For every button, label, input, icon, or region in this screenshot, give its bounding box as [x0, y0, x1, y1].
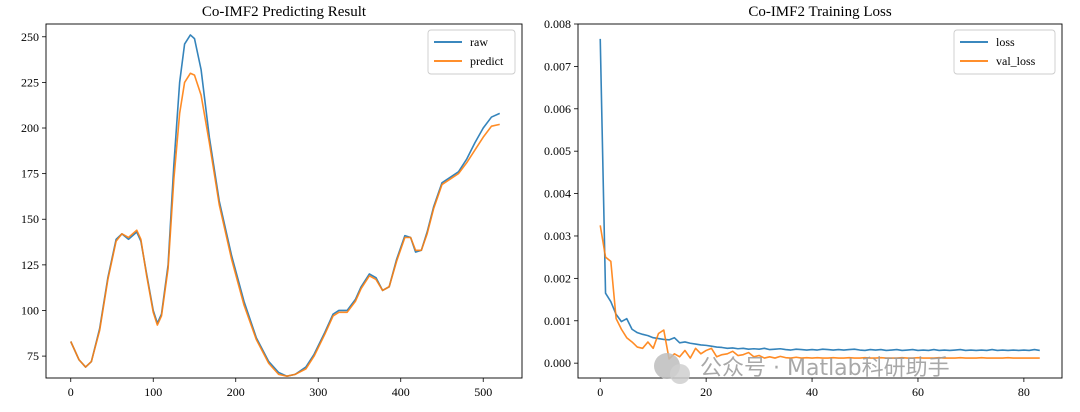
- chart-1: Co-IMF2 Training Loss 0 20 40 60 80 0.000 0.001…: [544, 4, 1063, 399]
- y-tick-label: 0.001: [544, 314, 571, 328]
- y-tick-label: 75: [27, 349, 39, 363]
- y-tick-label: 0.000: [544, 356, 571, 370]
- wechat-icon-bubble: [670, 364, 690, 384]
- chart-title: Co-IMF2 Predicting Result: [202, 4, 367, 20]
- y-tick-label: 175: [21, 167, 39, 181]
- chart-0: Co-IMF2 Predicting Result 0 100 200 300 400 50…: [21, 4, 523, 399]
- y-tick-label: 200: [21, 121, 39, 135]
- x-tick-label: 500: [474, 385, 492, 399]
- series-line-loss: [599, 38, 1040, 352]
- y-tick-label: 0.004: [544, 187, 571, 201]
- legend-label-raw: raw: [470, 35, 488, 49]
- y-tick-label: 125: [21, 258, 39, 272]
- legend: raw predict: [427, 29, 516, 75]
- x-tick-label: 40: [806, 385, 818, 399]
- x-tick-label: 0: [68, 385, 74, 399]
- x-tick-label: 80: [1018, 385, 1030, 399]
- y-tick-label: 250: [21, 30, 39, 44]
- y-tick-label: 0.003: [544, 229, 571, 243]
- chart-title: Co-IMF2 Training Loss: [748, 4, 892, 20]
- x-tick-label: 60: [912, 385, 924, 399]
- x-tick-label: 100: [144, 385, 162, 399]
- x-tick-label: 300: [309, 385, 327, 399]
- y-tick-label: 225: [21, 75, 39, 89]
- legend-label-loss: loss: [996, 35, 1015, 49]
- watermark: 公众号 · Matlab科研助手: [654, 353, 950, 384]
- y-tick-label: 0.002: [544, 271, 571, 285]
- x-tick-label: 20: [700, 385, 712, 399]
- legend-label-val_loss: val_loss: [996, 54, 1036, 68]
- x-tick-label: 0: [597, 385, 603, 399]
- series-line-val_loss: [599, 225, 1040, 360]
- x-tick-label: 400: [392, 385, 410, 399]
- y-tick-label: 0.007: [544, 59, 571, 73]
- x-tick-label: 200: [227, 385, 245, 399]
- legend-label-predict: predict: [470, 54, 504, 68]
- legend-box: [427, 29, 516, 75]
- watermark-text: 公众号 · Matlab科研助手: [700, 356, 950, 381]
- legend: loss val_loss: [953, 29, 1056, 75]
- y-tick-label: 150: [21, 212, 39, 226]
- y-tick-label: 0.005: [544, 144, 571, 158]
- y-tick-label: 100: [21, 303, 39, 317]
- series-line-predict: [70, 72, 500, 377]
- plot-frame: [45, 23, 523, 379]
- plot-frame: [577, 23, 1063, 379]
- y-tick-label: 0.008: [544, 17, 571, 31]
- legend-box: [953, 29, 1056, 75]
- y-tick-label: 0.006: [544, 102, 571, 116]
